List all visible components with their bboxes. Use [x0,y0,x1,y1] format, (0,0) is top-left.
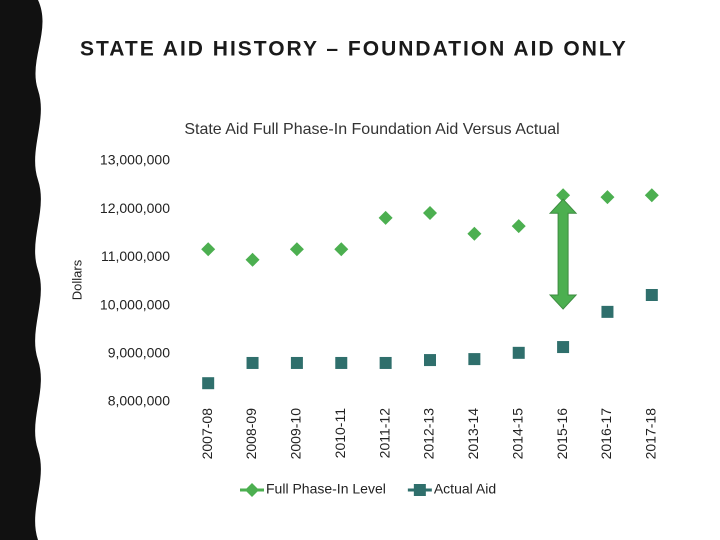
point [468,353,481,366]
y-tick-label: 10,000,000 [100,296,170,312]
point [467,226,482,241]
point [601,305,614,318]
x-tick-label: 2013-14 [465,408,481,460]
decorative-border [0,0,43,540]
y-tick-label: 13,000,000 [100,152,170,168]
x-tick-label: 2008-09 [243,408,259,460]
legend-marker [413,484,426,496]
point [378,210,393,225]
gap-arrow [548,198,578,310]
chart-title: State Aid Full Phase-In Foundation Aid V… [184,121,559,138]
point [423,206,437,221]
point [335,356,348,369]
x-tick-label: 2015-16 [554,408,570,460]
point [557,341,570,354]
point [201,242,216,257]
y-tick-label: 8,000,000 [108,393,170,409]
point [644,188,659,203]
point [245,252,260,267]
x-tick-label: 2009-10 [288,408,304,460]
point [512,346,525,359]
x-tick-label: 2007-08 [199,408,215,460]
point [556,188,571,203]
point [511,219,526,234]
x-tick-label: 2012-13 [421,408,437,460]
y-tick-label: 12,000,000 [100,200,170,216]
slide-title: STATE AID HISTORY – FOUNDATION AID ONLY [80,38,628,61]
point [600,190,615,205]
y-axis-label: Dollars [69,259,84,300]
x-tick-label: 2017-18 [643,408,659,460]
point [289,242,304,257]
x-tick-label: 2011-12 [376,408,392,459]
x-tick-label: 2016-17 [598,408,614,460]
point [334,242,349,257]
point [645,288,658,301]
point [424,354,436,367]
point [202,377,215,390]
x-tick-label: 2010-11 [332,408,348,459]
point [290,356,303,369]
x-tick-label: 2014-15 [509,408,525,460]
y-tick-label: 11,000,000 [101,248,170,264]
legend-label: Full Phase-In Level [266,481,386,497]
legend-marker [245,483,259,497]
y-tick-label: 9,000,000 [108,345,170,361]
point [379,356,392,369]
legend-label: Actual Aid [434,481,496,497]
point [246,356,259,369]
